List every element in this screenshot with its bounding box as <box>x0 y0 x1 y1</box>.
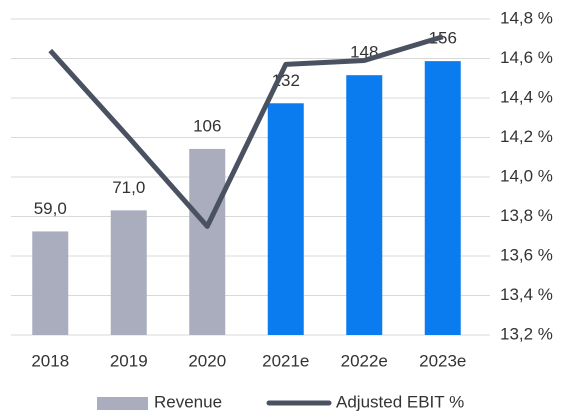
y2-tick-label: 14,4 % <box>500 87 553 106</box>
y2-tick-label: 14,2 % <box>500 127 553 146</box>
y2-tick-label: 13,6 % <box>500 245 553 264</box>
bar <box>267 103 304 336</box>
y2-tick-label: 14,6 % <box>500 48 553 67</box>
line <box>48 34 444 229</box>
x-tick-label: 2019 <box>110 351 148 370</box>
x-tick-label: 2023e <box>419 351 466 370</box>
legend-label: Revenue <box>154 392 222 411</box>
y2-tick-label: 13,2 % <box>500 324 553 343</box>
x-tick-label: 2018 <box>31 351 69 370</box>
y2-tick-label: 14,0 % <box>500 166 553 185</box>
legend-swatch <box>97 397 148 410</box>
bar <box>110 210 147 335</box>
y2-tick-label: 13,8 % <box>500 206 553 225</box>
bar <box>424 61 461 336</box>
x-tick-label: 2022e <box>341 351 388 370</box>
x-tick-label: 2021e <box>262 351 309 370</box>
y2-tick-label: 14,8 % <box>500 8 553 27</box>
data-label: 106 <box>193 116 221 135</box>
x-tick-label: 2020 <box>188 351 226 370</box>
bar <box>189 148 226 335</box>
bar <box>346 75 383 335</box>
y2-tick-label: 13,4 % <box>500 285 553 304</box>
data-label: 71,0 <box>112 178 145 197</box>
bar <box>32 231 69 335</box>
legend-label: Adjusted EBIT % <box>336 392 464 411</box>
data-label: 59,0 <box>34 199 67 218</box>
